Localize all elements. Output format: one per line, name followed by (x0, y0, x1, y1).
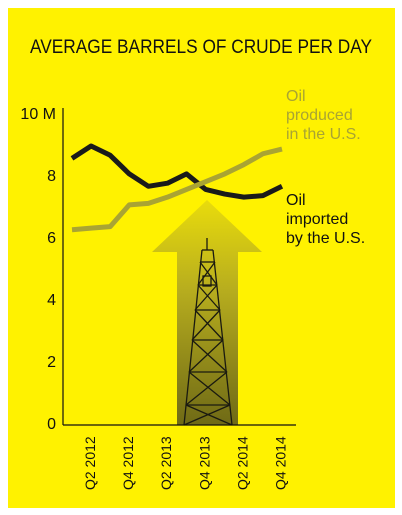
y-tick-label: 6 (47, 230, 56, 247)
arrow (152, 200, 262, 425)
y-tick-label: 2 (47, 354, 56, 371)
x-tick-label: Q4 2012 (120, 436, 136, 490)
series-line (71, 146, 283, 233)
annotation: produced (286, 107, 353, 124)
x-tick-label: Q2 2014 (235, 436, 251, 490)
series-line (70, 143, 284, 200)
x-tick-label: Q4 2014 (273, 436, 289, 490)
x-tick-label: Q4 2013 (196, 436, 212, 490)
x-tick-label: Q2 2012 (82, 436, 98, 490)
chart-title: AVERAGE BARRELS OF CRUDE PER DAY (30, 37, 372, 58)
annotation: Oil (286, 192, 306, 209)
y-tick-label: 0 (47, 416, 56, 433)
derrick (183, 238, 233, 426)
y-tick-label: 10 M (20, 106, 56, 123)
y-tick-label: 4 (47, 292, 56, 309)
annotation: imported (286, 211, 348, 228)
y-tick-label: 8 (47, 168, 56, 185)
x-tick-label: Q2 2013 (158, 436, 174, 490)
annotation: in the U.S. (286, 126, 361, 143)
annotation: Oil (286, 88, 306, 105)
annotation: by the U.S. (286, 230, 365, 247)
